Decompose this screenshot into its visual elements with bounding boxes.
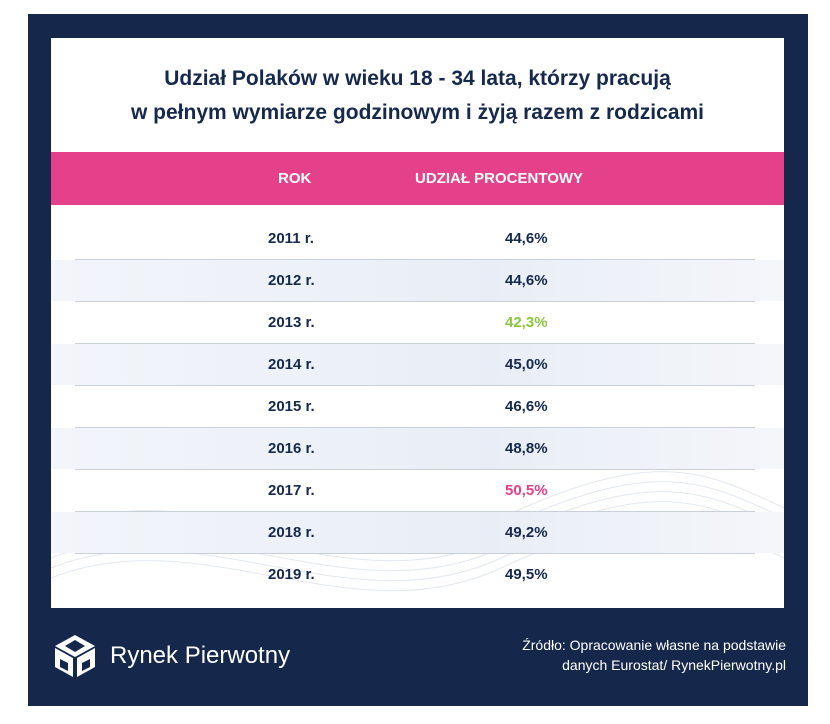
year-cell: 2013 r. [268,314,315,331]
table-row: 2017 r. 50,5% [75,470,755,512]
table-row: 2015 r. 46,6% [75,386,755,428]
column-header-percentage: UDZIAŁ PROCENTOWY [415,170,584,187]
percentage-cell: 50,5% [505,482,548,499]
table-row: 2016 r. 48,8% [51,428,784,470]
percentage-cell: 49,5% [505,566,548,583]
table-row: 2019 r. 49,5% [75,554,755,595]
table-row: 2012 r. 44,6% [51,260,784,302]
table-row: 2013 r. 42,3% [75,302,755,344]
table-card: Udział Polaków w wieku 18 - 34 lata, któ… [51,38,784,608]
year-cell: 2011 r. [268,230,314,247]
table-body: 2011 r. 44,6% 2012 r. 44,6% 2013 r. 42,3% 2014… [51,218,784,595]
source-note: Źródło: Opracowanie własne na podstawie … [426,635,786,675]
brand-name: Rynek Pierwotny [110,642,291,669]
table-header: ROK UDZIAŁ PROCENTOWY [51,152,784,205]
table-row: 2014 r. 45,0% [51,344,784,386]
year-cell: 2014 r. [268,356,315,373]
column-header-year: ROK [278,170,312,187]
percentage-cell: 46,6% [505,398,548,415]
percentage-cell: 44,6% [505,230,548,247]
year-cell: 2012 r. [268,272,315,289]
chart-title-line-2: w pełnym wymiarze godzinowym i żyją raze… [131,101,704,124]
year-cell: 2019 r. [268,566,315,583]
chart-title: Udział Polaków w wieku 18 - 34 lata, któ… [51,62,784,130]
cube-logo-icon [55,635,95,677]
percentage-cell: 44,6% [505,272,548,289]
percentage-cell: 48,8% [505,440,548,457]
year-cell: 2018 r. [268,524,315,541]
source-line-1: Źródło: Opracowanie własne na podstawie [522,637,786,653]
chart-title-line-1: Udział Polaków w wieku 18 - 34 lata, któ… [164,67,671,90]
percentage-cell: 45,0% [505,356,548,373]
table-row: 2018 r. 49,2% [51,512,784,554]
year-cell: 2015 r. [268,398,315,415]
year-cell: 2016 r. [268,440,315,457]
year-cell: 2017 r. [268,482,315,499]
percentage-cell: 42,3% [505,314,548,331]
percentage-cell: 49,2% [505,524,548,541]
source-line-2: danych Eurostat/ RynekPierwotny.pl [562,657,786,673]
table-row: 2011 r. 44,6% [75,218,755,260]
